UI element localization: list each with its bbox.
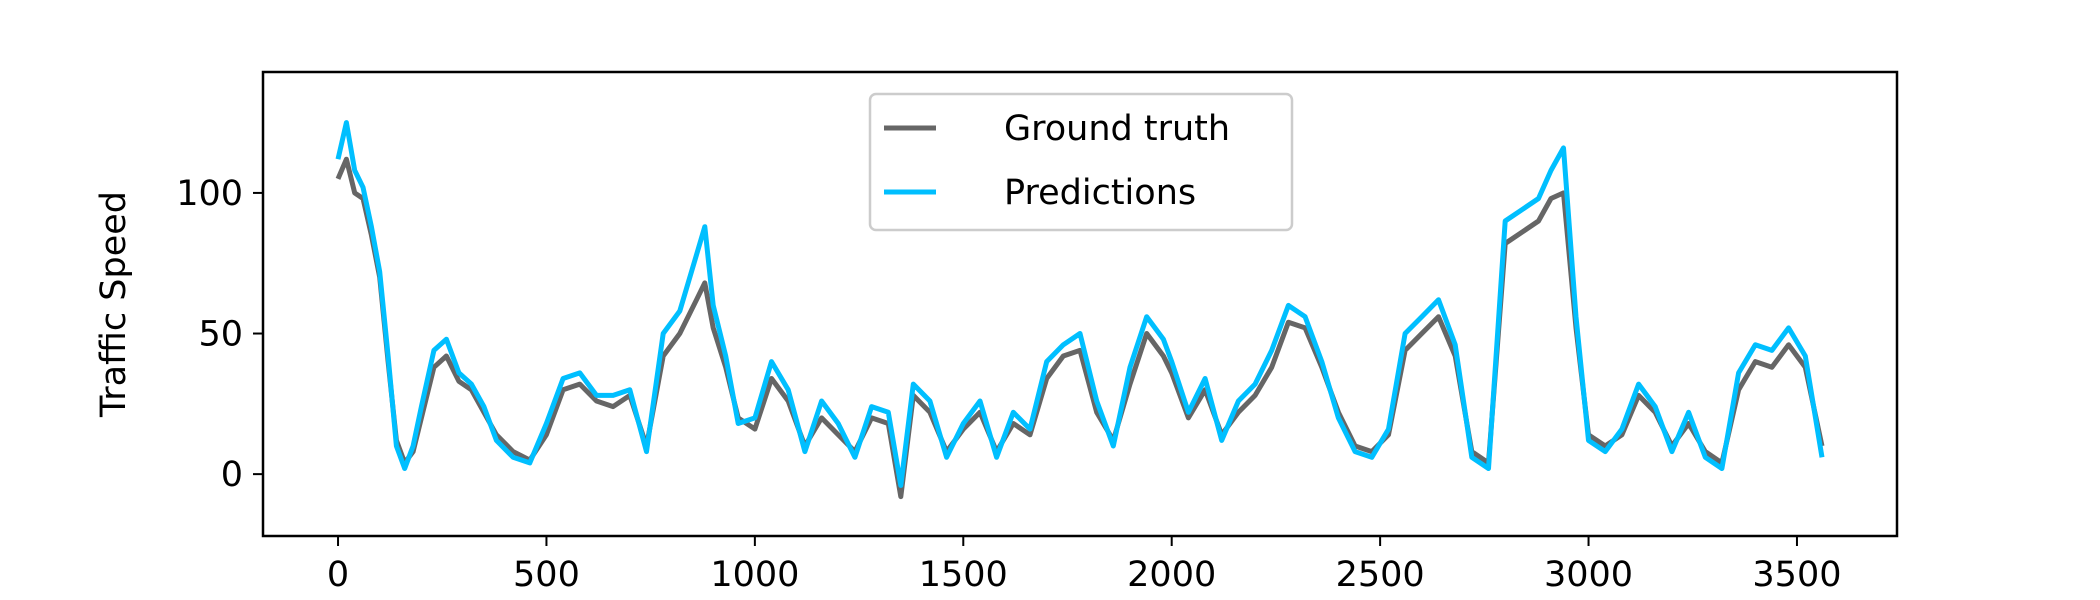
x-tick-label: 2000 bbox=[1127, 555, 1216, 595]
plot-frame bbox=[261, 70, 1899, 538]
legend-box bbox=[868, 92, 1294, 232]
x-axis-ticks: 0 500 1000 1500 2000 2500 3000 3500 bbox=[327, 536, 1841, 595]
x-tick-label: 500 bbox=[513, 555, 580, 595]
legend-label-ground-truth: Ground truth bbox=[1004, 109, 1230, 149]
x-tick-label: 1000 bbox=[710, 555, 799, 595]
series-layer bbox=[335, 120, 1825, 500]
y-tick-label: 100 bbox=[176, 174, 243, 214]
x-tick-label: 3000 bbox=[1544, 555, 1633, 595]
legend-label-predictions: Predictions bbox=[1004, 173, 1196, 213]
x-tick-label: 2500 bbox=[1336, 555, 1425, 595]
x-tick-label: 0 bbox=[327, 555, 349, 595]
series-line-predictions bbox=[335, 120, 1825, 488]
legend: Ground truth Predictions bbox=[868, 92, 1294, 232]
series-line-ground-truth bbox=[335, 156, 1825, 500]
x-tick-label: 3500 bbox=[1752, 555, 1841, 595]
y-tick-label: 50 bbox=[198, 315, 243, 355]
y-tick-label: 0 bbox=[221, 455, 243, 495]
y-axis-ticks: 0 50 100 bbox=[176, 174, 263, 495]
x-tick-label: 1500 bbox=[919, 555, 1008, 595]
y-axis-label: Traffic Speed bbox=[94, 191, 134, 418]
